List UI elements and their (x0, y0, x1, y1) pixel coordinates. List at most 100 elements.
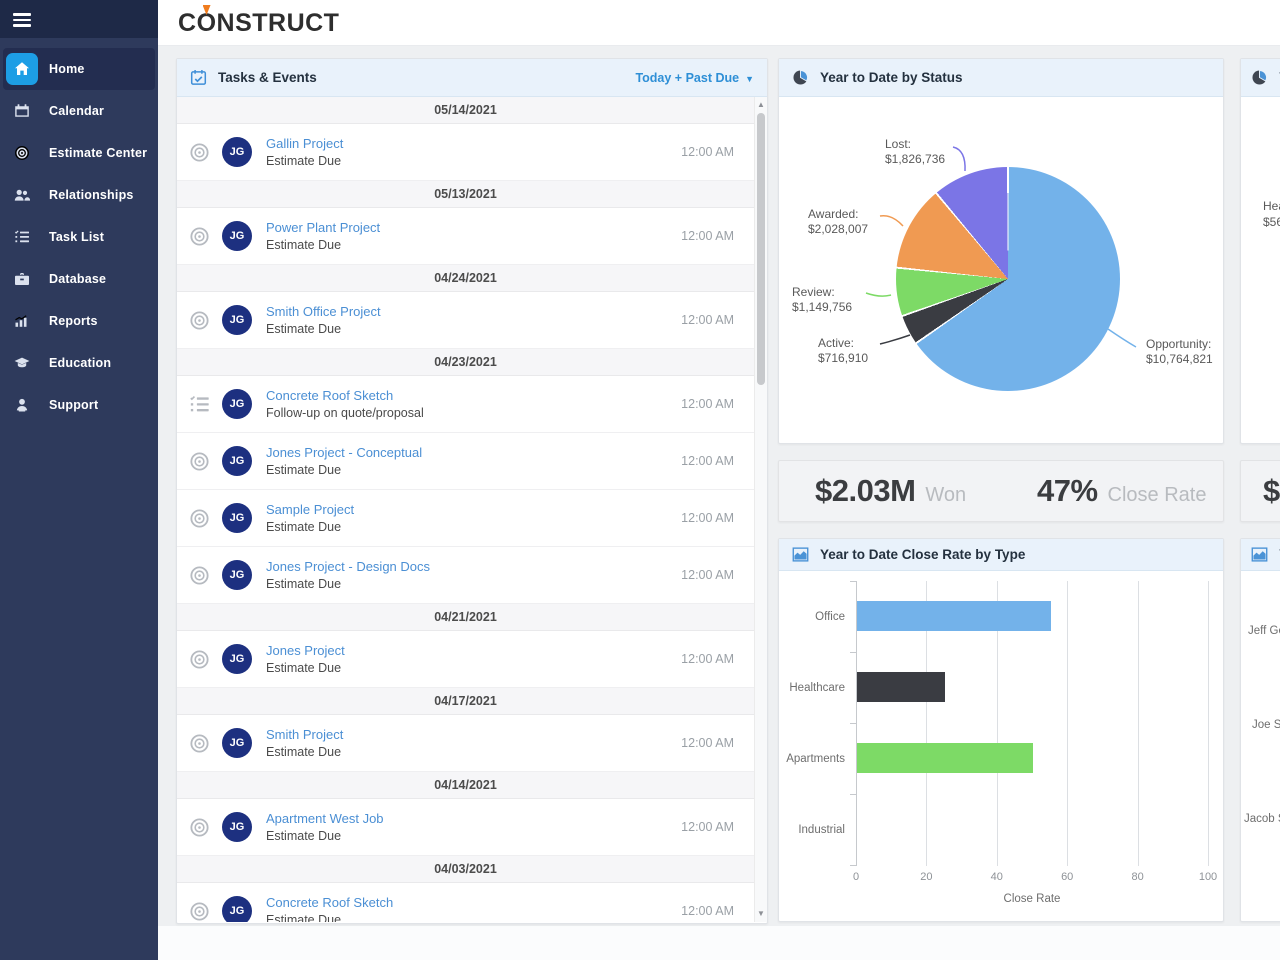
target-icon (185, 508, 213, 529)
task-subtitle: Follow-up on quote/proposal (266, 405, 424, 420)
logo-text-prefix: C (178, 9, 197, 37)
support-icon (6, 389, 38, 421)
status-pie-chart[interactable] (896, 167, 1120, 391)
task-title-link[interactable]: Concrete Roof Sketch (266, 894, 394, 910)
task-text: Gallin Project Estimate Due (266, 136, 343, 169)
gridline (1067, 581, 1069, 866)
scrollbar-thumb[interactable] (757, 113, 765, 385)
task-title-link[interactable]: Smith Project (266, 726, 344, 742)
task-title-link[interactable]: Jones Project - Conceptual (266, 444, 423, 460)
task-title-link[interactable]: Smith Office Project (266, 303, 381, 319)
task-subtitle: Estimate Due (266, 237, 342, 252)
task-row[interactable]: JG Smith Office Project Estimate Due 12:00 … (177, 292, 754, 349)
task-title-link[interactable]: Apartment West Job (266, 810, 384, 826)
task-title-link[interactable]: Concrete Roof Sketch (266, 387, 394, 403)
date-separator: 04/21/2021 (177, 604, 754, 631)
sidebar: Home Calendar Estimate Center Relationships… (0, 0, 158, 960)
menu-icon[interactable] (13, 13, 31, 30)
gridline (856, 581, 857, 866)
tasks-panel: Tasks & Events Today + Past Due ▼ 05/14/2… (176, 58, 768, 924)
sidebar-item-home[interactable]: Home (3, 48, 155, 90)
people-icon (6, 179, 38, 211)
task-text: Sample Project Estimate Due (266, 502, 354, 535)
avatar: JG (222, 896, 252, 922)
status-pie-panel: Year to Date by Status Lost: $1,826,736 Aw… (778, 58, 1224, 444)
sidebar-item-database[interactable]: Database (3, 258, 155, 300)
task-title-link[interactable]: Gallin Project (266, 135, 344, 151)
sidebar-item-estimate-center[interactable]: Estimate Center (3, 132, 155, 174)
tasks-list: 05/14/2021 JG Gallin Project Estimate Due 12… (177, 97, 754, 922)
task-subtitle: Estimate Due (266, 519, 342, 534)
avatar: JG (222, 560, 252, 590)
avatar: JG (222, 305, 252, 335)
pie-label-awarded: Awarded: $2,028,007 (808, 207, 868, 237)
bar-panel-header: Year to Date Close Rate by Type (779, 539, 1223, 571)
avatar: JG (222, 503, 252, 533)
sidebar-item-task-list[interactable]: Task List (3, 216, 155, 258)
logo-text-suffix: NSTRUCT (216, 9, 340, 37)
axis-tick (850, 865, 856, 866)
task-time: 12:00 AM (681, 568, 734, 582)
task-row[interactable]: JG Power Plant Project Estimate Due 12:00 A… (177, 208, 754, 265)
task-time: 12:00 AM (681, 511, 734, 525)
sidebar-item-relationships[interactable]: Relationships (3, 174, 155, 216)
sidebar-item-reports[interactable]: Reports (3, 300, 155, 342)
tasks-filter-dropdown[interactable]: Today + Past Due ▼ (635, 70, 754, 85)
kpi-stat-bar: $2.03M Won 47% Close Rate (778, 460, 1224, 522)
area-chart-icon (1251, 547, 1268, 562)
gridline (926, 581, 928, 866)
scroll-up-arrow-icon[interactable]: ▲ (757, 100, 765, 109)
task-subtitle: Estimate Due (266, 828, 342, 843)
target-icon (6, 137, 38, 169)
axis-tick (850, 652, 856, 653)
avatar: JG (222, 812, 252, 842)
task-text: Smith Project Estimate Due (266, 727, 343, 760)
task-title-link[interactable]: Jones Project (266, 642, 345, 658)
date-separator: 04/17/2021 (177, 688, 754, 715)
sidebar-item-calendar[interactable]: Calendar (3, 90, 155, 132)
home-icon (6, 53, 38, 85)
scroll-down-arrow-icon[interactable]: ▼ (757, 909, 765, 918)
task-row[interactable]: JG Apartment West Job Estimate Due 12:00 AM (177, 799, 754, 856)
tasks-scrollbar[interactable]: ▲ ▼ (754, 97, 767, 922)
avatar: JG (222, 728, 252, 758)
right-kpi-stat-bar: $ (1240, 460, 1280, 522)
sidebar-item-education[interactable]: Education (3, 342, 155, 384)
task-time: 12:00 AM (681, 397, 734, 411)
education-icon (6, 347, 38, 379)
avatar: JG (222, 644, 252, 674)
task-time: 12:00 AM (681, 454, 734, 468)
checklist-icon (185, 394, 213, 415)
bar-healthcare[interactable] (857, 672, 945, 702)
pie-label-value: $2,028,007 (808, 222, 869, 236)
task-subtitle: Estimate Due (266, 462, 342, 477)
avatar: JG (222, 221, 252, 251)
task-row[interactable]: JG Jones Project - Conceptual Estimate Due… (177, 433, 754, 490)
calendar-icon (6, 95, 38, 127)
task-row[interactable]: JG Smith Project Estimate Due 12:00 AM (177, 715, 754, 772)
task-row[interactable]: JG Jones Project Estimate Due 12:00 AM (177, 631, 754, 688)
task-row[interactable]: JG Jones Project - Design Docs Estimate Du… (177, 547, 754, 604)
app-logo[interactable]: CO NSTRUCT (178, 5, 340, 38)
task-row[interactable]: JG Sample Project Estimate Due 12:00 AM (177, 490, 754, 547)
pie-label-name: Review: (792, 285, 835, 299)
gridline (1137, 581, 1139, 866)
target-icon (185, 142, 213, 163)
sidebar-nav: Home Calendar Estimate Center Relationships… (0, 48, 158, 426)
task-row[interactable]: JG Gallin Project Estimate Due 12:00 AM (177, 124, 754, 181)
bar-apartments[interactable] (857, 743, 1033, 773)
task-title-link[interactable]: Sample Project (266, 501, 355, 517)
pie-label-value: $1,149,756 (792, 300, 853, 314)
avatar: JG (222, 446, 252, 476)
task-title-link[interactable]: Power Plant Project (266, 219, 381, 235)
task-row[interactable]: JG Concrete Roof Sketch Follow-up on quote… (177, 376, 754, 433)
tasks-panel-header: Tasks & Events Today + Past Due ▼ (177, 59, 767, 97)
bar-category-apartments: Apartments (786, 752, 845, 765)
bar-office[interactable] (857, 601, 1051, 631)
task-title-link[interactable]: Jones Project - Design Docs (266, 558, 431, 574)
task-row[interactable]: JG Concrete Roof Sketch Estimate Due 12:00 … (177, 883, 754, 922)
sidebar-item-support[interactable]: Support (3, 384, 155, 426)
task-text: Jones Project Estimate Due (266, 643, 345, 676)
date-separator: 04/14/2021 (177, 772, 754, 799)
gridline (1208, 581, 1209, 866)
